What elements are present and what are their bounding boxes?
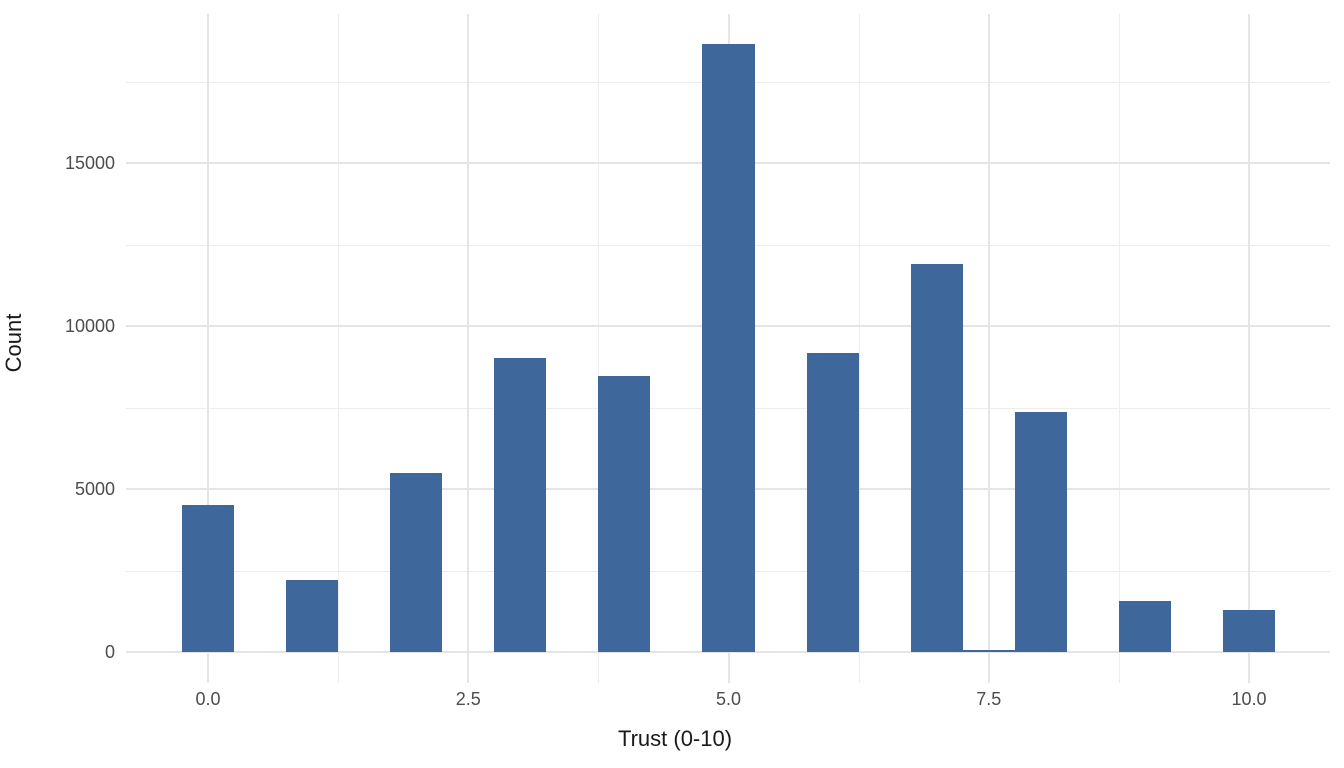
y-tick-label: 10000 (64, 316, 115, 336)
x-major-gridline (1248, 14, 1250, 683)
y-axis-title: Count (1, 313, 26, 373)
x-tick-label: 7.5 (976, 689, 1002, 709)
histogram-bar (390, 473, 443, 652)
histogram-bar (806, 353, 859, 652)
histogram-bar (1118, 601, 1171, 652)
histogram-bar (962, 650, 1015, 652)
histogram-bar (494, 358, 547, 652)
histogram-bar (1222, 609, 1276, 652)
x-tick-label: 2.5 (455, 689, 481, 709)
x-major-gridline (467, 14, 470, 683)
histogram-bar (181, 505, 235, 652)
histogram-bar (1014, 412, 1067, 652)
y-tick-label: 0 (104, 642, 115, 662)
y-tick-label: 15000 (64, 153, 115, 173)
x-major-gridline (987, 14, 990, 683)
histogram-bar (910, 264, 963, 652)
x-tick-label: 10.0 (1231, 689, 1267, 709)
x-tick-label: 0.0 (195, 689, 221, 709)
plot-panel (126, 14, 1330, 683)
x-minor-gridline (1118, 14, 1120, 683)
x-axis-title: Trust (0-10) (617, 726, 733, 751)
x-minor-gridline (858, 14, 860, 683)
histogram-bar (286, 579, 339, 652)
x-tick-label: 5.0 (715, 689, 742, 709)
x-major-gridline (207, 14, 209, 683)
x-minor-gridline (338, 14, 340, 683)
histogram-bar (598, 375, 651, 652)
histogram-bar (702, 44, 755, 652)
x-minor-gridline (598, 14, 600, 683)
y-tick-label: 5000 (74, 479, 115, 499)
